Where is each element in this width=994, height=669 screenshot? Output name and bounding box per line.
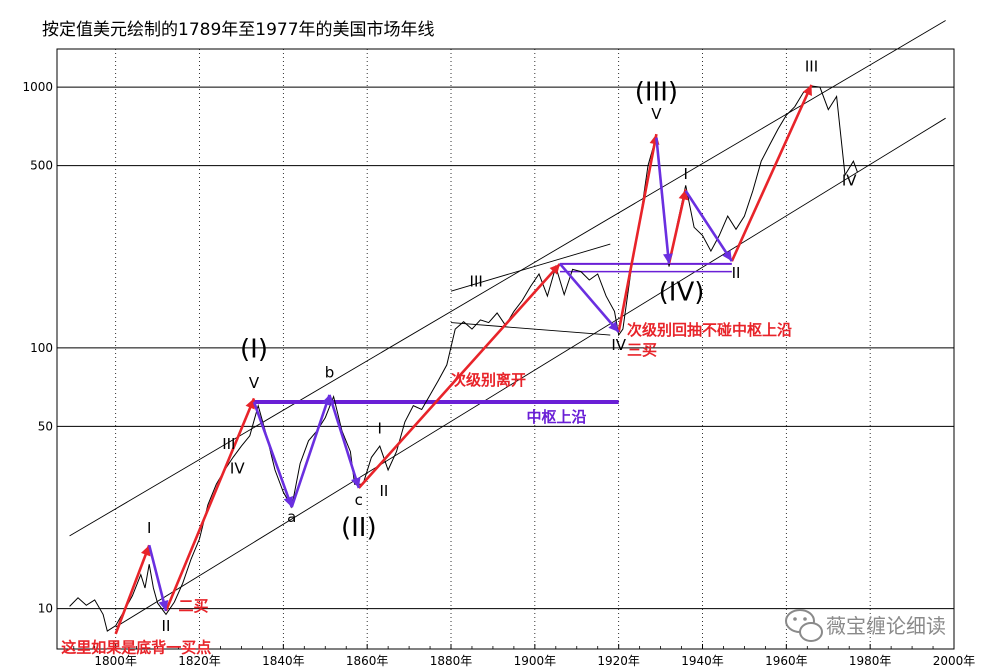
x-tick-label: 1980年 — [849, 654, 892, 668]
price-series — [69, 85, 859, 632]
channel-line — [450, 243, 611, 292]
x-tick-label: 1960年 — [765, 654, 808, 668]
wave-label: b — [325, 363, 335, 381]
annotation-text: 次级别离开 — [451, 371, 526, 389]
wave-label: I — [147, 519, 151, 537]
up-arrow — [617, 133, 660, 333]
up-arrow — [114, 544, 151, 635]
degree-label: (IV) — [659, 277, 705, 307]
x-tick-label: 1860年 — [346, 654, 389, 668]
up-arrow — [357, 262, 561, 489]
wave-label: III — [222, 435, 235, 453]
down-arrow — [147, 544, 169, 612]
wave-arrows — [114, 84, 813, 635]
wave-label: II — [732, 264, 741, 282]
x-axis: 1800年 1820年 1840年 1860年 1880年 1900年 1920年 1940年… — [73, 644, 976, 668]
down-arrow — [684, 190, 733, 262]
wave-label: II — [380, 482, 389, 500]
degree-label: (I) — [240, 334, 268, 364]
trend-channels — [69, 20, 946, 628]
y-tick-label: 50 — [38, 419, 53, 433]
annotation-text: 中枢上沿 — [526, 408, 586, 426]
channel-line — [69, 20, 946, 537]
x-tick-label: 2000年 — [933, 654, 976, 668]
wave-label: III — [470, 272, 483, 290]
x-tick-label: 1840年 — [262, 654, 305, 668]
wave-label: V — [651, 105, 662, 123]
annotation-text: 次级别回抽不碰中枢上沿 — [627, 321, 792, 339]
wave-label: c — [355, 491, 363, 509]
y-tick-label: 1000 — [22, 80, 53, 94]
y-axis: 10 50 100 500 1000 — [22, 80, 53, 616]
grid — [57, 49, 955, 649]
down-arrow — [655, 137, 673, 264]
wave-label: II — [162, 617, 171, 635]
x-tick-label: 1940年 — [681, 654, 724, 668]
up-arrow — [164, 397, 256, 612]
down-arrow — [559, 262, 620, 333]
watermark: 薇宝缠论细读 — [785, 609, 946, 642]
wave-label: V — [249, 374, 260, 392]
down-arrow — [290, 394, 332, 508]
down-arrow — [328, 394, 361, 489]
up-arrow — [667, 189, 689, 265]
x-tick-label: 1820年 — [178, 654, 221, 668]
channel-line — [450, 322, 611, 336]
degree-label: (III) — [635, 77, 678, 107]
wave-label: IV — [842, 171, 857, 189]
down-arrow — [252, 401, 294, 508]
annotation-text: 这里如果是底背一买点 — [61, 638, 211, 656]
wave-label: III — [805, 57, 818, 75]
wave-label: IV — [230, 459, 245, 477]
chart-title: 按定值美元绘制的1789年至1977年的美国市场年线 — [42, 20, 435, 40]
wave-labels: IIIIIIIVVabcIIIIIIIVVIIIIIIIV(I)(II)(III… — [147, 57, 857, 635]
annotation-text: 三买 — [627, 341, 657, 359]
channel-line — [115, 117, 946, 628]
y-tick-label: 100 — [30, 341, 53, 355]
x-tick-label: 1800年 — [94, 654, 137, 668]
up-arrow — [730, 84, 813, 262]
x-tick-label: 1920年 — [597, 654, 640, 668]
series-line — [69, 85, 859, 632]
wave-label: I — [378, 419, 382, 437]
watermark-text: 薇宝缠论细读 — [826, 614, 946, 638]
annotation-text: 二买 — [179, 597, 209, 615]
y-tick-label: 10 — [38, 602, 53, 616]
y-tick-label: 500 — [30, 159, 53, 173]
wechat-icon — [785, 609, 823, 642]
wave-label: IV — [611, 336, 626, 354]
degree-label: (II) — [341, 513, 377, 543]
wave-label: a — [287, 508, 296, 526]
x-tick-label: 1880年 — [430, 654, 473, 668]
wave-label: I — [684, 165, 688, 183]
x-tick-label: 1900年 — [514, 654, 557, 668]
